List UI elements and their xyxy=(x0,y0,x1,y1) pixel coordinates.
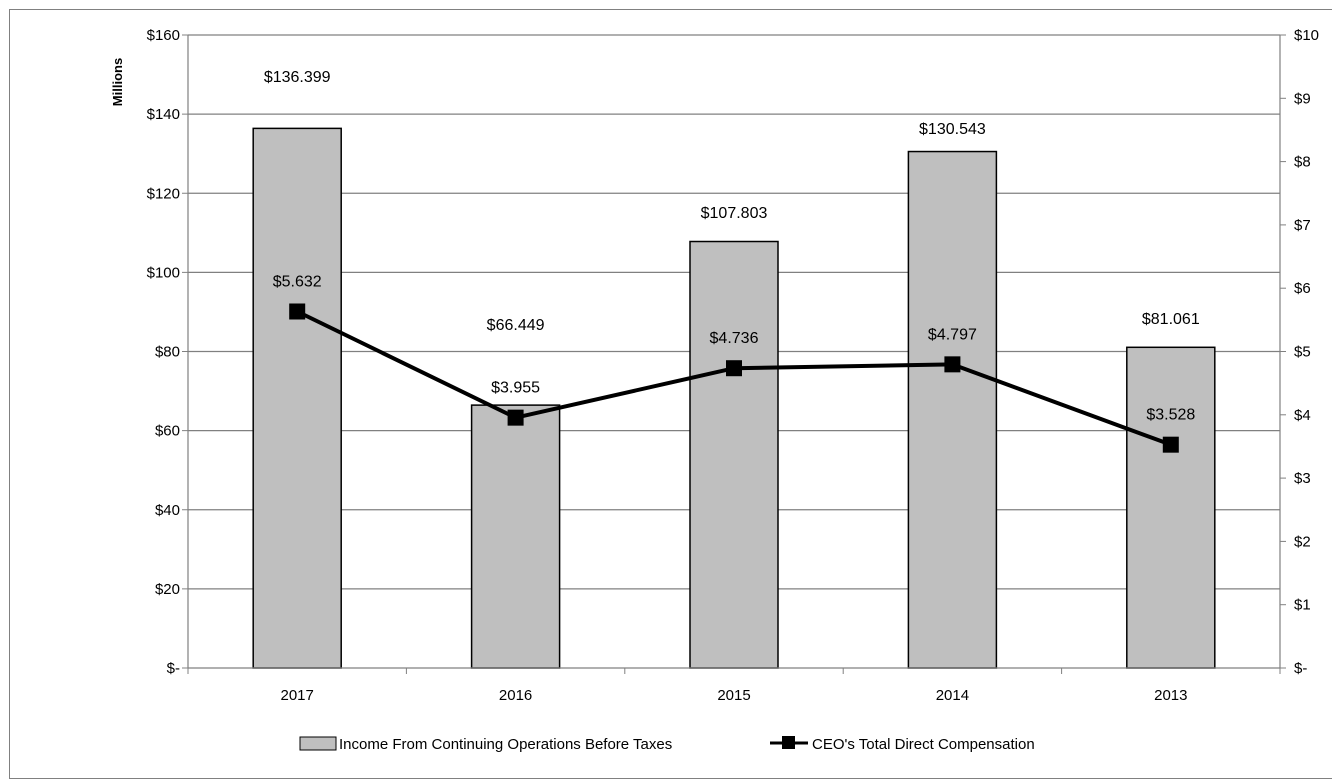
right-tick-label: $4 xyxy=(1294,407,1311,424)
bar xyxy=(907,150,998,669)
line-marker xyxy=(726,360,742,377)
bar xyxy=(252,127,342,669)
legend-bar-label: Income From Continuing Operations Before… xyxy=(339,736,672,753)
right-tick-label: $9 xyxy=(1294,90,1311,107)
legend-line-marker xyxy=(782,736,795,749)
left-tick-label: $80 xyxy=(155,344,180,361)
left-tick-label: $100 xyxy=(147,264,180,281)
line-series xyxy=(289,303,1179,453)
line-data-label: $4.736 xyxy=(710,330,759,347)
bar-data-label: $107.803 xyxy=(701,205,768,222)
data-labels: $136.399 $66.449 $107.803 $130.543 $81.061 $5… xyxy=(264,69,1200,424)
line-data-label: $3.955 xyxy=(491,380,540,397)
bar-series xyxy=(252,127,1216,669)
bar xyxy=(1126,346,1216,669)
right-tick-label: $5 xyxy=(1294,344,1311,361)
line-marker xyxy=(289,303,306,320)
left-tick-label: $- xyxy=(167,660,180,677)
bar xyxy=(470,404,561,669)
x-tick-label: 2015 xyxy=(717,687,750,704)
left-tick-label: $20 xyxy=(155,581,180,598)
line-marker xyxy=(944,356,961,373)
left-tick-label: $120 xyxy=(147,185,180,202)
x-tick-label: 2016 xyxy=(499,687,532,704)
legend-bar-swatch xyxy=(299,736,337,751)
bar-data-label: $81.061 xyxy=(1142,311,1200,328)
line-data-label: $4.797 xyxy=(928,326,977,343)
right-tick-label: $2 xyxy=(1294,533,1311,550)
right-axis-ticks: $- $1 $2 $3 $4 $5 $6 $7 $8 $9 $10 xyxy=(1280,27,1319,677)
legend: Income From Continuing Operations Before… xyxy=(299,736,1035,753)
bar-data-label: $130.543 xyxy=(919,121,986,138)
line-data-label: $3.528 xyxy=(1146,407,1195,424)
x-axis-ticks: 2017 2016 2015 2014 2013 xyxy=(187,668,1281,704)
right-tick-label: $6 xyxy=(1294,280,1311,297)
left-tick-label: $40 xyxy=(155,502,180,519)
right-tick-label: $10 xyxy=(1294,27,1319,44)
left-tick-label: $140 xyxy=(147,106,180,123)
chart-frame xyxy=(9,9,1332,779)
bar xyxy=(689,240,779,669)
left-tick-label: $160 xyxy=(147,27,180,44)
left-tick-label: $60 xyxy=(155,423,180,440)
line-data-label: $5.632 xyxy=(273,273,322,290)
right-tick-label: $8 xyxy=(1294,154,1311,171)
bar-data-label: $66.449 xyxy=(487,317,545,334)
right-tick-label: $- xyxy=(1294,660,1307,677)
left-axis-ticks: $- $20 $40 $60 $80 $100 $120 $140 $160 xyxy=(147,27,188,677)
x-tick-label: 2013 xyxy=(1154,687,1187,704)
x-tick-label: 2014 xyxy=(936,687,969,704)
right-tick-label: $7 xyxy=(1294,217,1311,234)
right-tick-label: $3 xyxy=(1294,470,1311,487)
legend-line-label: CEO's Total Direct Compensation xyxy=(812,736,1035,753)
line-marker xyxy=(1162,436,1179,453)
y-axis-title: Millions xyxy=(110,58,125,106)
bar-data-label: $136.399 xyxy=(264,69,331,86)
right-tick-label: $1 xyxy=(1294,597,1311,614)
line-marker xyxy=(507,409,524,426)
x-tick-label: 2017 xyxy=(281,687,314,704)
